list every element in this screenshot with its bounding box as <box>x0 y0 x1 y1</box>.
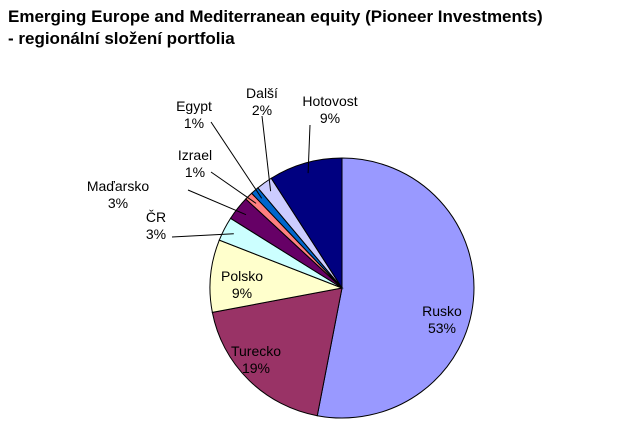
slice-label-6: Izrael <box>178 147 212 163</box>
leader-line-5 <box>187 189 247 216</box>
slice-label-5: Maďarsko <box>87 178 150 194</box>
slice-value-label-1: 53% <box>428 320 456 336</box>
pie-slice-9 <box>270 157 343 290</box>
slice-label-3: Polsko <box>221 268 263 284</box>
leader-line-6 <box>210 171 257 204</box>
slice-label-7: Egypt <box>176 98 212 114</box>
slice-value-label-2: 19% <box>242 360 270 376</box>
chart-title: Emerging Europe and Mediterranean equity… <box>8 7 543 26</box>
leader-line-9 <box>307 124 311 174</box>
slice-value-label-8: 2% <box>252 102 272 118</box>
slice-value-label-4: 3% <box>146 226 166 242</box>
leader-line-4 <box>171 233 234 238</box>
slice-label-8: Další <box>246 85 278 101</box>
pie-slice-1 <box>316 157 475 419</box>
slice-label-4: ČR <box>146 209 166 225</box>
leader-line-8 <box>261 115 272 192</box>
slice-value-label-7: 1% <box>184 115 204 131</box>
leader-line-7 <box>210 121 263 199</box>
pie-slice-2 <box>211 287 343 417</box>
slice-value-label-9: 9% <box>320 110 340 126</box>
chart-title-block: Emerging Europe and Mediterranean equity… <box>8 6 633 50</box>
slice-value-label-6: 1% <box>185 164 205 180</box>
slice-label-9: Hotovost <box>302 93 357 109</box>
slice-label-2: Turecko <box>231 343 281 359</box>
slice-value-label-3: 9% <box>232 285 252 301</box>
slice-label-1: Rusko <box>422 303 462 319</box>
chart-subtitle: - regionální složení portfolia <box>8 29 235 48</box>
slice-value-label-5: 3% <box>108 195 128 211</box>
